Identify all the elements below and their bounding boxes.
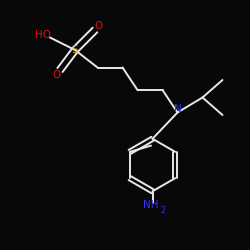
Text: NH: NH [144, 200, 159, 210]
Text: O: O [52, 70, 60, 80]
Text: HO: HO [34, 30, 50, 40]
Text: 2: 2 [160, 206, 166, 215]
Text: O: O [94, 21, 103, 31]
Text: N: N [174, 104, 182, 114]
Text: S: S [72, 45, 78, 55]
